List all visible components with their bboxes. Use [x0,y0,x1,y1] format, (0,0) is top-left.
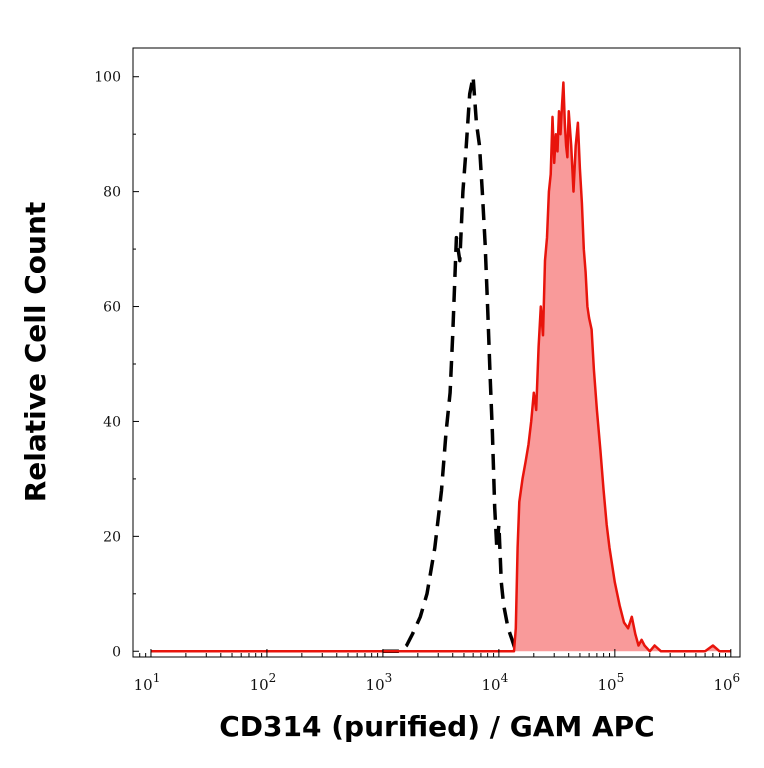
series-1-area [151,82,731,652]
y-tick-label: 20 [103,529,121,545]
x-tick-label: 102 [250,671,277,694]
x-tick-label: 104 [482,671,509,694]
x-tick-label: 106 [713,671,740,694]
y-tick-label: 60 [103,300,121,316]
series-1-line [151,81,731,653]
y-tick-label: 40 [103,414,121,430]
y-tick-label: 0 [112,644,121,660]
axes-layer: 0 20 40 60 80 100 101 102 103 104 105 106 [94,70,740,694]
y-tick-label: 100 [94,70,121,86]
x-tick-label: 105 [597,671,624,694]
x-tick-label: 103 [366,671,393,694]
plot-frame [132,47,741,658]
series-0-dashed-line [382,74,520,654]
y-tick-label: 80 [103,185,121,201]
y-axis-title: Relative Cell Count [19,202,52,503]
x-tick-label: 101 [134,671,161,694]
series-layer [151,74,731,654]
x-axis-title: CD314 (purified) / GAM APC [219,710,654,743]
